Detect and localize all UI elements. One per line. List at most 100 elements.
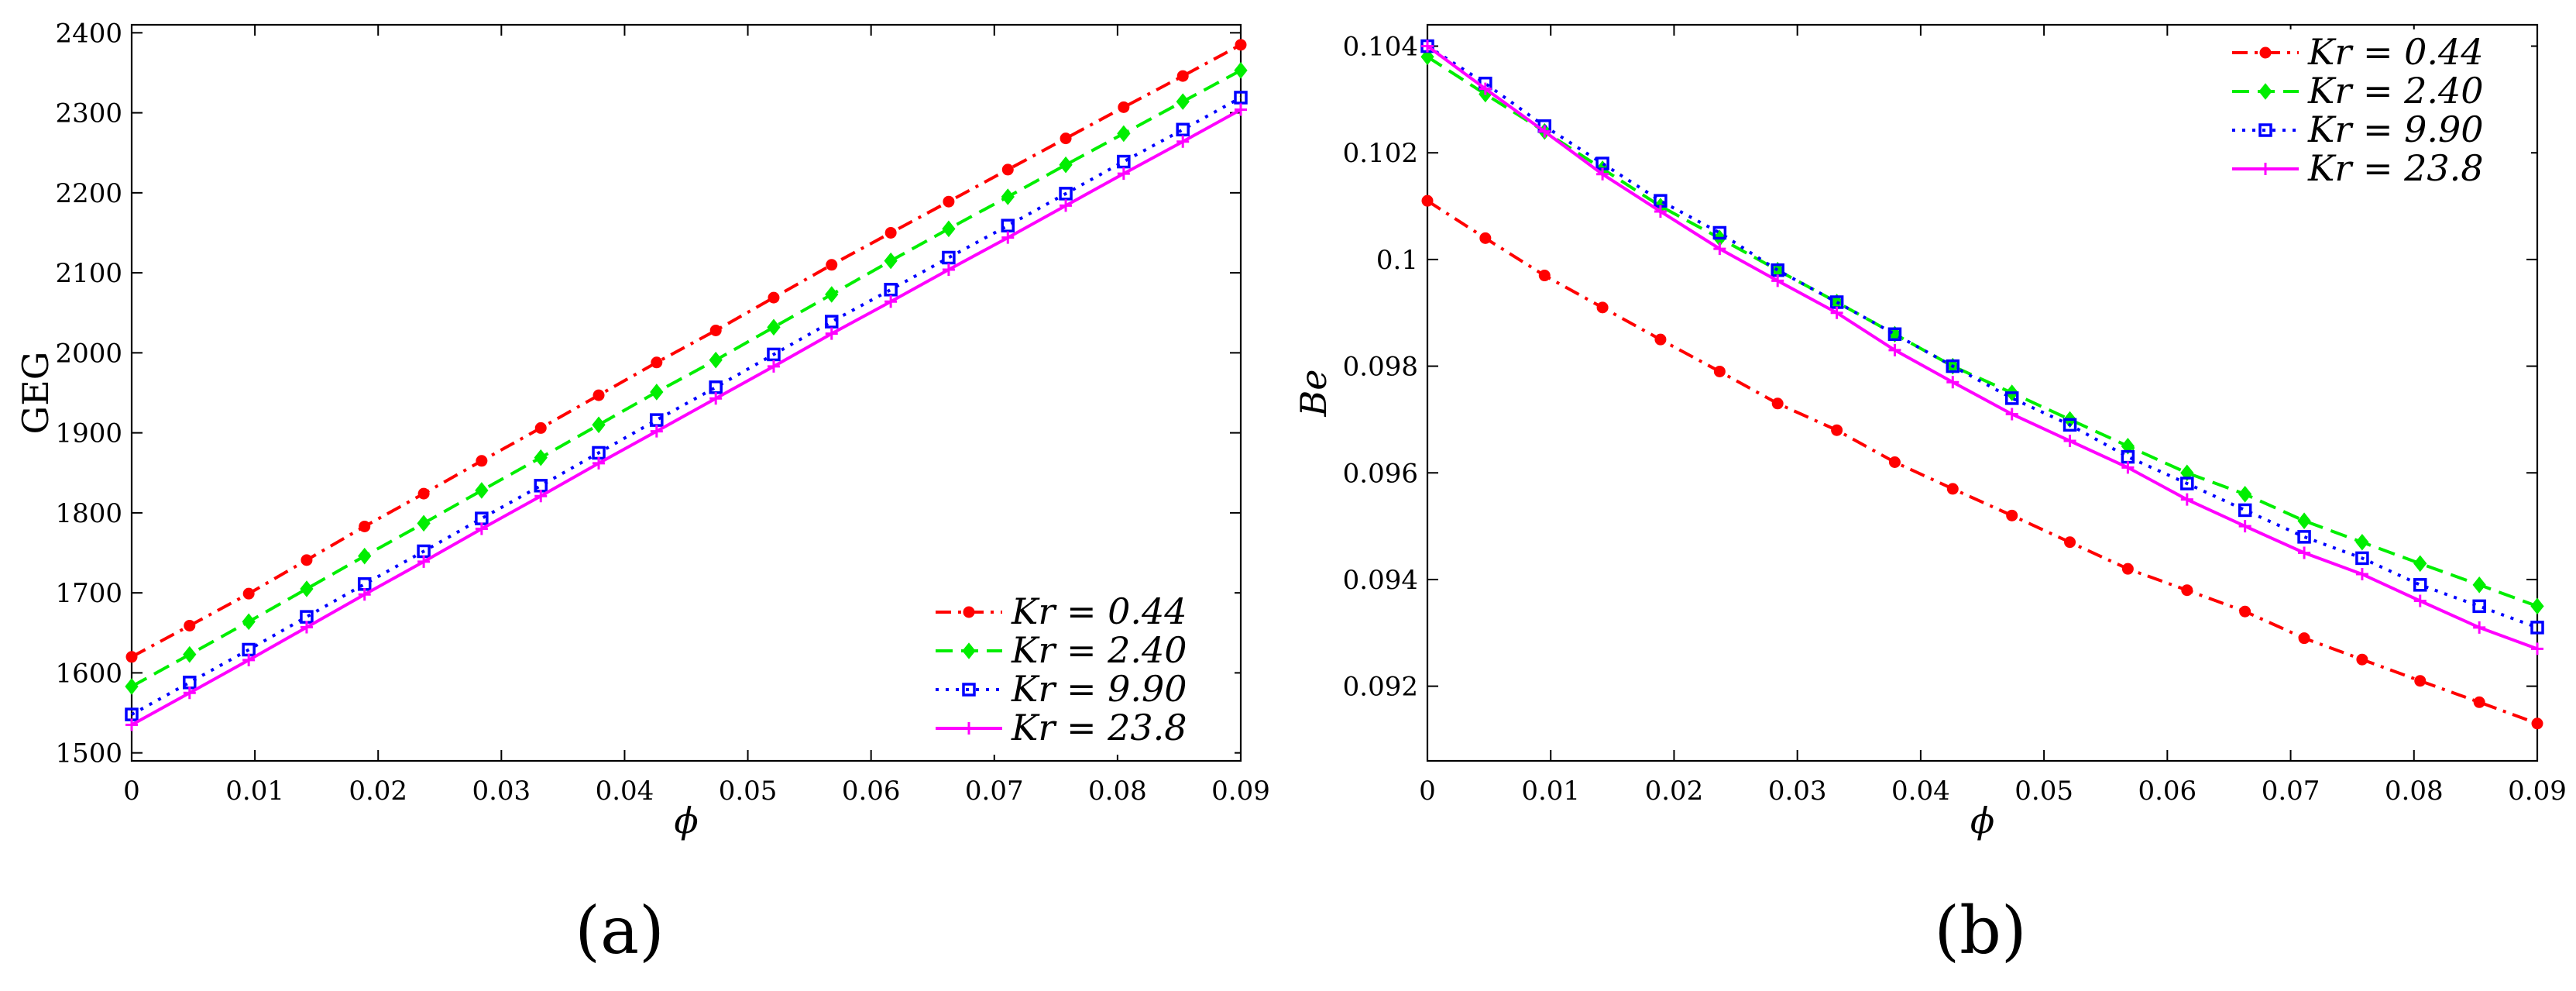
data-point [358, 588, 371, 601]
series-line [131, 96, 1242, 716]
data-point [2063, 434, 2076, 447]
y-tick-label: 0.098 [1343, 352, 1418, 383]
x-tick-label: 0.02 [1645, 776, 1704, 807]
y-tick-label: 0.1 [1376, 245, 1418, 276]
data-point [2063, 418, 2077, 432]
legend-swatch-marker [963, 722, 975, 735]
x-tick-label: 0.01 [1521, 776, 1580, 807]
legend-label: Kr = 23.8 [1011, 707, 1187, 748]
data-point [1001, 163, 1014, 176]
data-point [301, 554, 313, 566]
data-point [2530, 621, 2544, 635]
data-point [650, 384, 664, 401]
data-point [2355, 568, 2368, 581]
data-point [2414, 675, 2427, 687]
x-tick-label: 0.08 [2385, 776, 2444, 807]
data-point [1117, 154, 1131, 169]
series-0 [125, 39, 1247, 663]
data-point [1421, 194, 1434, 207]
data-point [417, 487, 430, 500]
data-point [826, 259, 838, 271]
data-point [942, 250, 956, 265]
legend-entry: Kr = 23.8 [2232, 147, 2484, 189]
series-line [131, 69, 1242, 688]
x-tick-label: 0.05 [719, 776, 778, 807]
data-point [2531, 642, 2543, 656]
data-point [1946, 359, 1960, 373]
data-point [884, 226, 897, 239]
x-tick-label: 0.08 [1088, 776, 1147, 807]
data-point [1176, 122, 1190, 137]
data-point [2180, 477, 2194, 490]
data-point [2530, 597, 2544, 615]
data-point [242, 653, 256, 666]
y-axis-label: GEG [15, 351, 57, 434]
series-line [1426, 44, 2538, 651]
data-point [592, 389, 605, 401]
y-tick-label: 1700 [55, 578, 122, 609]
data-point [2413, 555, 2427, 573]
series-1 [125, 62, 1248, 695]
x-tick-label: 0.06 [842, 776, 901, 807]
data-point [1059, 156, 1073, 174]
data-point [592, 456, 606, 470]
data-point [2180, 464, 2194, 482]
data-point [1479, 232, 1492, 244]
legend-swatch-marker [2258, 123, 2272, 137]
data-point [300, 621, 313, 634]
y-tick-label: 1600 [55, 658, 122, 689]
data-point [1176, 70, 1189, 82]
data-point [2064, 536, 2076, 549]
data-point [1654, 333, 1667, 346]
data-point [2472, 599, 2486, 614]
data-point [476, 455, 488, 467]
data-point [1176, 135, 1190, 148]
data-point [417, 514, 431, 532]
data-point [2005, 408, 2018, 421]
data-point [1235, 39, 1247, 51]
data-point [475, 482, 489, 499]
data-point [1712, 225, 1727, 240]
series-line [1426, 55, 2538, 608]
data-point [1887, 327, 1902, 342]
data-point [2121, 438, 2135, 455]
data-point [768, 291, 780, 304]
data-point [2413, 594, 2427, 607]
data-point [651, 356, 663, 369]
y-tick-label: 2100 [55, 258, 122, 289]
data-point [592, 416, 606, 434]
data-point [1117, 125, 1131, 143]
y-tick-label: 0.092 [1343, 672, 1418, 703]
y-tick-label: 1500 [55, 738, 122, 769]
y-tick-label: 2200 [55, 178, 122, 209]
x-tick-label: 0.03 [472, 776, 531, 807]
data-point [825, 315, 839, 329]
data-point [884, 252, 898, 270]
data-point [1420, 48, 1434, 66]
y-tick-label: 2400 [55, 18, 122, 49]
axes-frame [130, 23, 1242, 762]
data-point [475, 511, 489, 525]
panel-a: 0 0.01 0.02 0.03 0.04 0.05 0.06 0.07 0.08 0.09 150… [15, 18, 1270, 969]
data-point [709, 351, 723, 369]
x-tick-label: 0 [123, 776, 140, 807]
x-tick-label: 0.09 [1211, 776, 1270, 807]
data-point [358, 547, 372, 565]
data-point [1479, 82, 1492, 95]
data-point [1234, 62, 1248, 79]
data-point [300, 610, 314, 624]
data-point [650, 425, 663, 438]
legend-swatch-marker [2259, 46, 2272, 59]
data-point [942, 220, 956, 238]
legend-entry: Kr = 0.44 [936, 590, 1187, 632]
y-tick-label: 0.104 [1343, 32, 1418, 63]
legend-label: Kr = 0.44 [1011, 590, 1187, 632]
data-point [825, 327, 838, 340]
data-point [1771, 274, 1784, 287]
data-point [1421, 40, 1434, 53]
data-point [2006, 509, 2018, 521]
data-point [125, 718, 138, 731]
data-point [942, 263, 955, 276]
y-tick-label: 0.094 [1343, 565, 1418, 596]
